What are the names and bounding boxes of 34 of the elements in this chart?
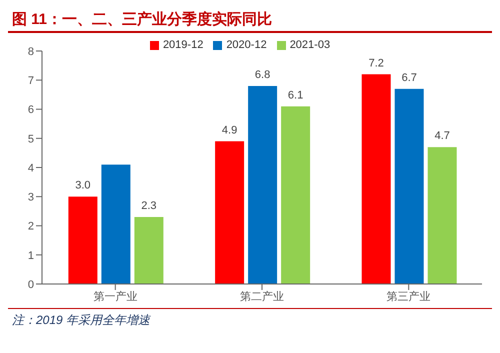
bar — [68, 196, 98, 284]
y-tick-label: 3 — [28, 192, 34, 204]
data-label: 6.7 — [402, 72, 417, 84]
data-label: 3.0 — [75, 180, 91, 192]
y-tick-label: 2 — [28, 220, 34, 233]
x-tick-label: 第二产业 — [240, 290, 284, 303]
legend-label: 2020-12 — [226, 39, 267, 51]
legend-label: 2021-03 — [290, 39, 330, 51]
y-tick-label: 8 — [28, 46, 34, 58]
bar — [428, 147, 457, 284]
y-tick-label: 7 — [28, 75, 34, 88]
y-tick-label: 4 — [28, 162, 34, 174]
legend-label: 2019-12 — [162, 39, 204, 51]
bar — [281, 106, 310, 284]
y-tick-label: 6 — [28, 104, 34, 116]
y-tick-label: 1 — [28, 250, 34, 262]
x-tick-label: 第三产业 — [386, 290, 431, 303]
data-label: 6.8 — [254, 68, 270, 81]
bar — [134, 217, 164, 284]
data-label: 6.1 — [288, 89, 304, 102]
bar — [248, 86, 278, 284]
bar — [101, 164, 130, 284]
data-label: 4.9 — [222, 124, 238, 136]
y-tick-label: 0 — [28, 278, 34, 291]
y-tick-label: 5 — [28, 133, 34, 146]
data-label: 4.7 — [434, 130, 450, 142]
bar — [394, 88, 424, 284]
bar — [362, 74, 391, 284]
text: 注：2019 年采用全年增速 — [12, 313, 150, 327]
x-tick-label: 第一产业 — [93, 290, 138, 303]
chart-title: 图 11：一、二、三产业分季度实际同比 — [8, 8, 492, 33]
bar — [215, 141, 244, 284]
data-label: 7.2 — [368, 57, 384, 70]
data-label: 2.3 — [141, 200, 157, 212]
